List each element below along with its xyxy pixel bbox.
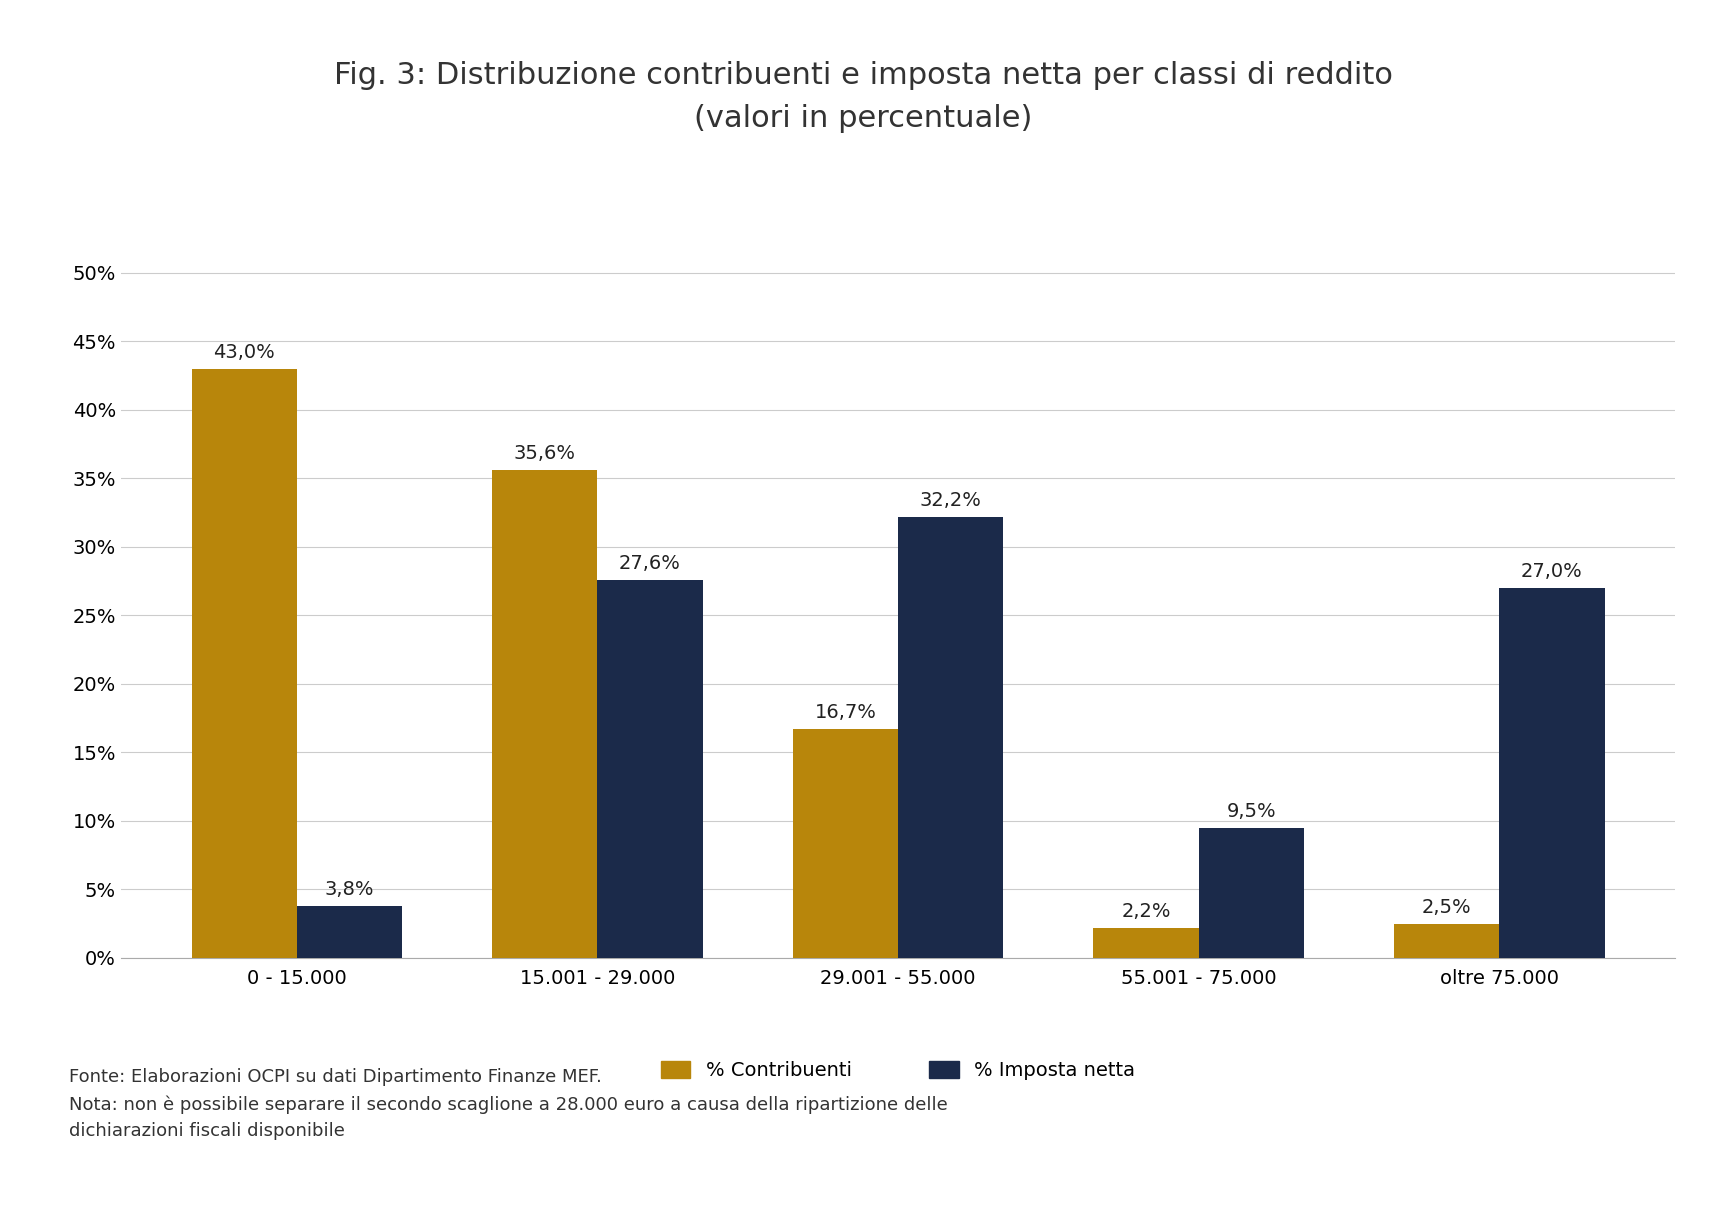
Text: 16,7%: 16,7% xyxy=(815,704,876,722)
Text: 2,5%: 2,5% xyxy=(1421,898,1471,917)
Bar xyxy=(793,729,898,958)
Bar xyxy=(898,517,1003,958)
Text: 2,2%: 2,2% xyxy=(1121,901,1171,921)
Bar xyxy=(1199,828,1304,958)
Text: Fonte: Elaborazioni OCPI su dati Dipartimento Finanze MEF.
Nota: non è possibile: Fonte: Elaborazioni OCPI su dati Diparti… xyxy=(69,1068,948,1140)
Text: 43,0%: 43,0% xyxy=(212,343,275,362)
Text: 9,5%: 9,5% xyxy=(1226,802,1276,820)
Bar xyxy=(297,906,402,958)
Bar xyxy=(1093,927,1199,958)
Text: 27,0%: 27,0% xyxy=(1521,562,1584,581)
Bar xyxy=(1499,588,1604,958)
Bar xyxy=(492,470,598,958)
Bar xyxy=(1394,923,1499,958)
Bar xyxy=(598,580,703,958)
Text: 32,2%: 32,2% xyxy=(920,491,981,510)
Bar xyxy=(192,368,297,958)
Text: Fig. 3: Distribuzione contribuenti e imposta netta per classi di reddito
(valori: Fig. 3: Distribuzione contribuenti e imp… xyxy=(333,61,1394,133)
Text: 27,6%: 27,6% xyxy=(618,554,680,573)
Text: 35,6%: 35,6% xyxy=(515,445,575,463)
Text: 3,8%: 3,8% xyxy=(325,880,375,899)
Legend: % Contribuenti, % Imposta netta: % Contribuenti, % Imposta netta xyxy=(653,1054,1143,1088)
